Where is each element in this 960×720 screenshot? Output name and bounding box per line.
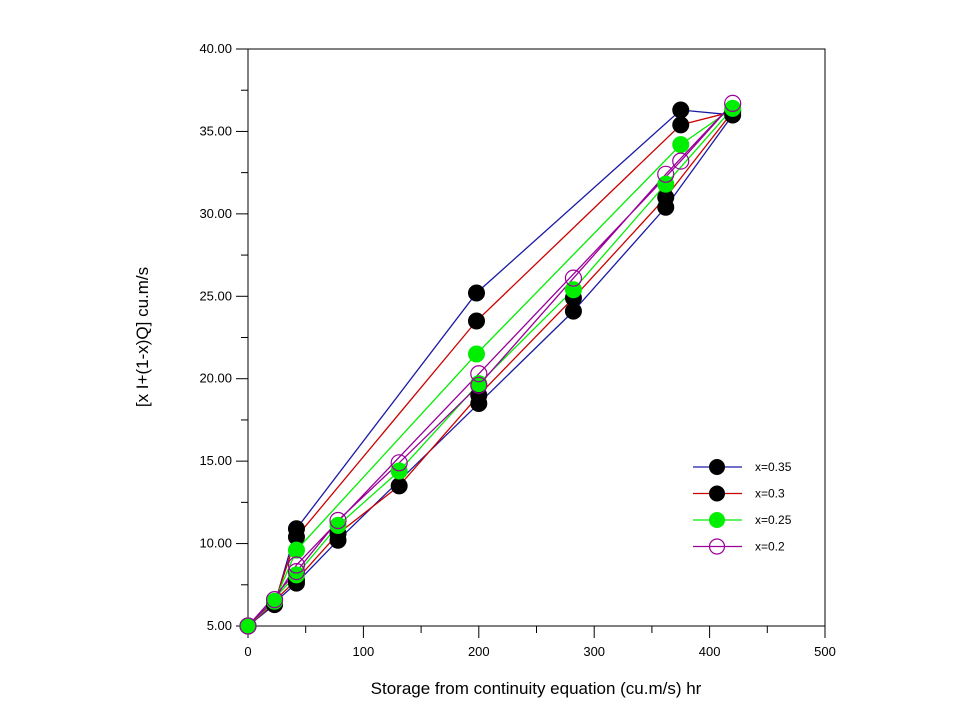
legend-label: x=0.25 [755,513,792,527]
y-tick-label: 35.00 [199,123,232,138]
y-tick-label: 5.00 [207,618,232,633]
data-point-2 [329,516,347,534]
data-point-2 [470,375,488,393]
x-tick-label: 100 [353,644,375,659]
data-point-1 [467,312,485,330]
legend-label: x=0.2 [755,540,785,554]
data-point-3 [470,376,488,394]
x-tick-label: 200 [468,644,490,659]
data-point-3 [287,562,306,581]
data-point-3 [724,94,742,113]
y-tick-label: 40.00 [199,41,232,56]
legend-label: x=0.35 [755,460,792,474]
data-point-0 [467,284,485,302]
data-point-3 [287,556,306,574]
data-point-1 [672,116,690,134]
data-point-2 [287,566,305,584]
legend: x=0.35 x=0.3 x=0.25 x=0.2 [693,459,792,555]
legend-marker [709,459,725,475]
x-axis-title: Storage from continuity equation (cu.m/s… [371,679,702,698]
y-tick-label: 30.00 [199,206,232,221]
data-point-2 [672,136,690,154]
data-point-2 [266,592,284,610]
y-axis: 5.00 10.00 15.00 20.00 25.00 30.00 35.00 40.00 [199,41,248,633]
data-point-1 [390,477,408,495]
legend-marker [709,485,725,502]
legend-marker [709,512,725,528]
legend-marker [708,538,726,555]
y-tick-label: 20.00 [199,371,232,386]
data-point-3 [672,152,690,170]
series-markers [239,94,742,635]
data-point-3 [329,511,347,530]
x-axis: 0 100 200 300 400 500 [244,626,836,659]
x-tick-label: 0 [244,644,251,659]
data-point-0 [672,101,690,119]
data-point-2 [467,345,485,363]
y-tick-label: 25.00 [199,288,232,303]
y-axis-title: [x I+(1-x)Q] cu.m/s [133,267,152,407]
data-point-3 [239,617,257,635]
y-tick-label: 10.00 [199,536,232,551]
x-tick-label: 300 [583,644,605,659]
data-point-3 [390,454,408,472]
data-point-3 [564,269,583,287]
data-point-2 [724,99,742,117]
data-point-2 [287,541,305,559]
legend-label: x=0.3 [755,487,785,501]
data-point-3 [470,365,488,383]
x-tick-label: 500 [814,644,836,659]
data-point-2 [657,175,675,193]
x-tick-label: 400 [699,644,721,659]
y-tick-label: 15.00 [199,453,232,468]
data-point-3 [657,165,675,183]
data-point-3 [265,591,284,609]
